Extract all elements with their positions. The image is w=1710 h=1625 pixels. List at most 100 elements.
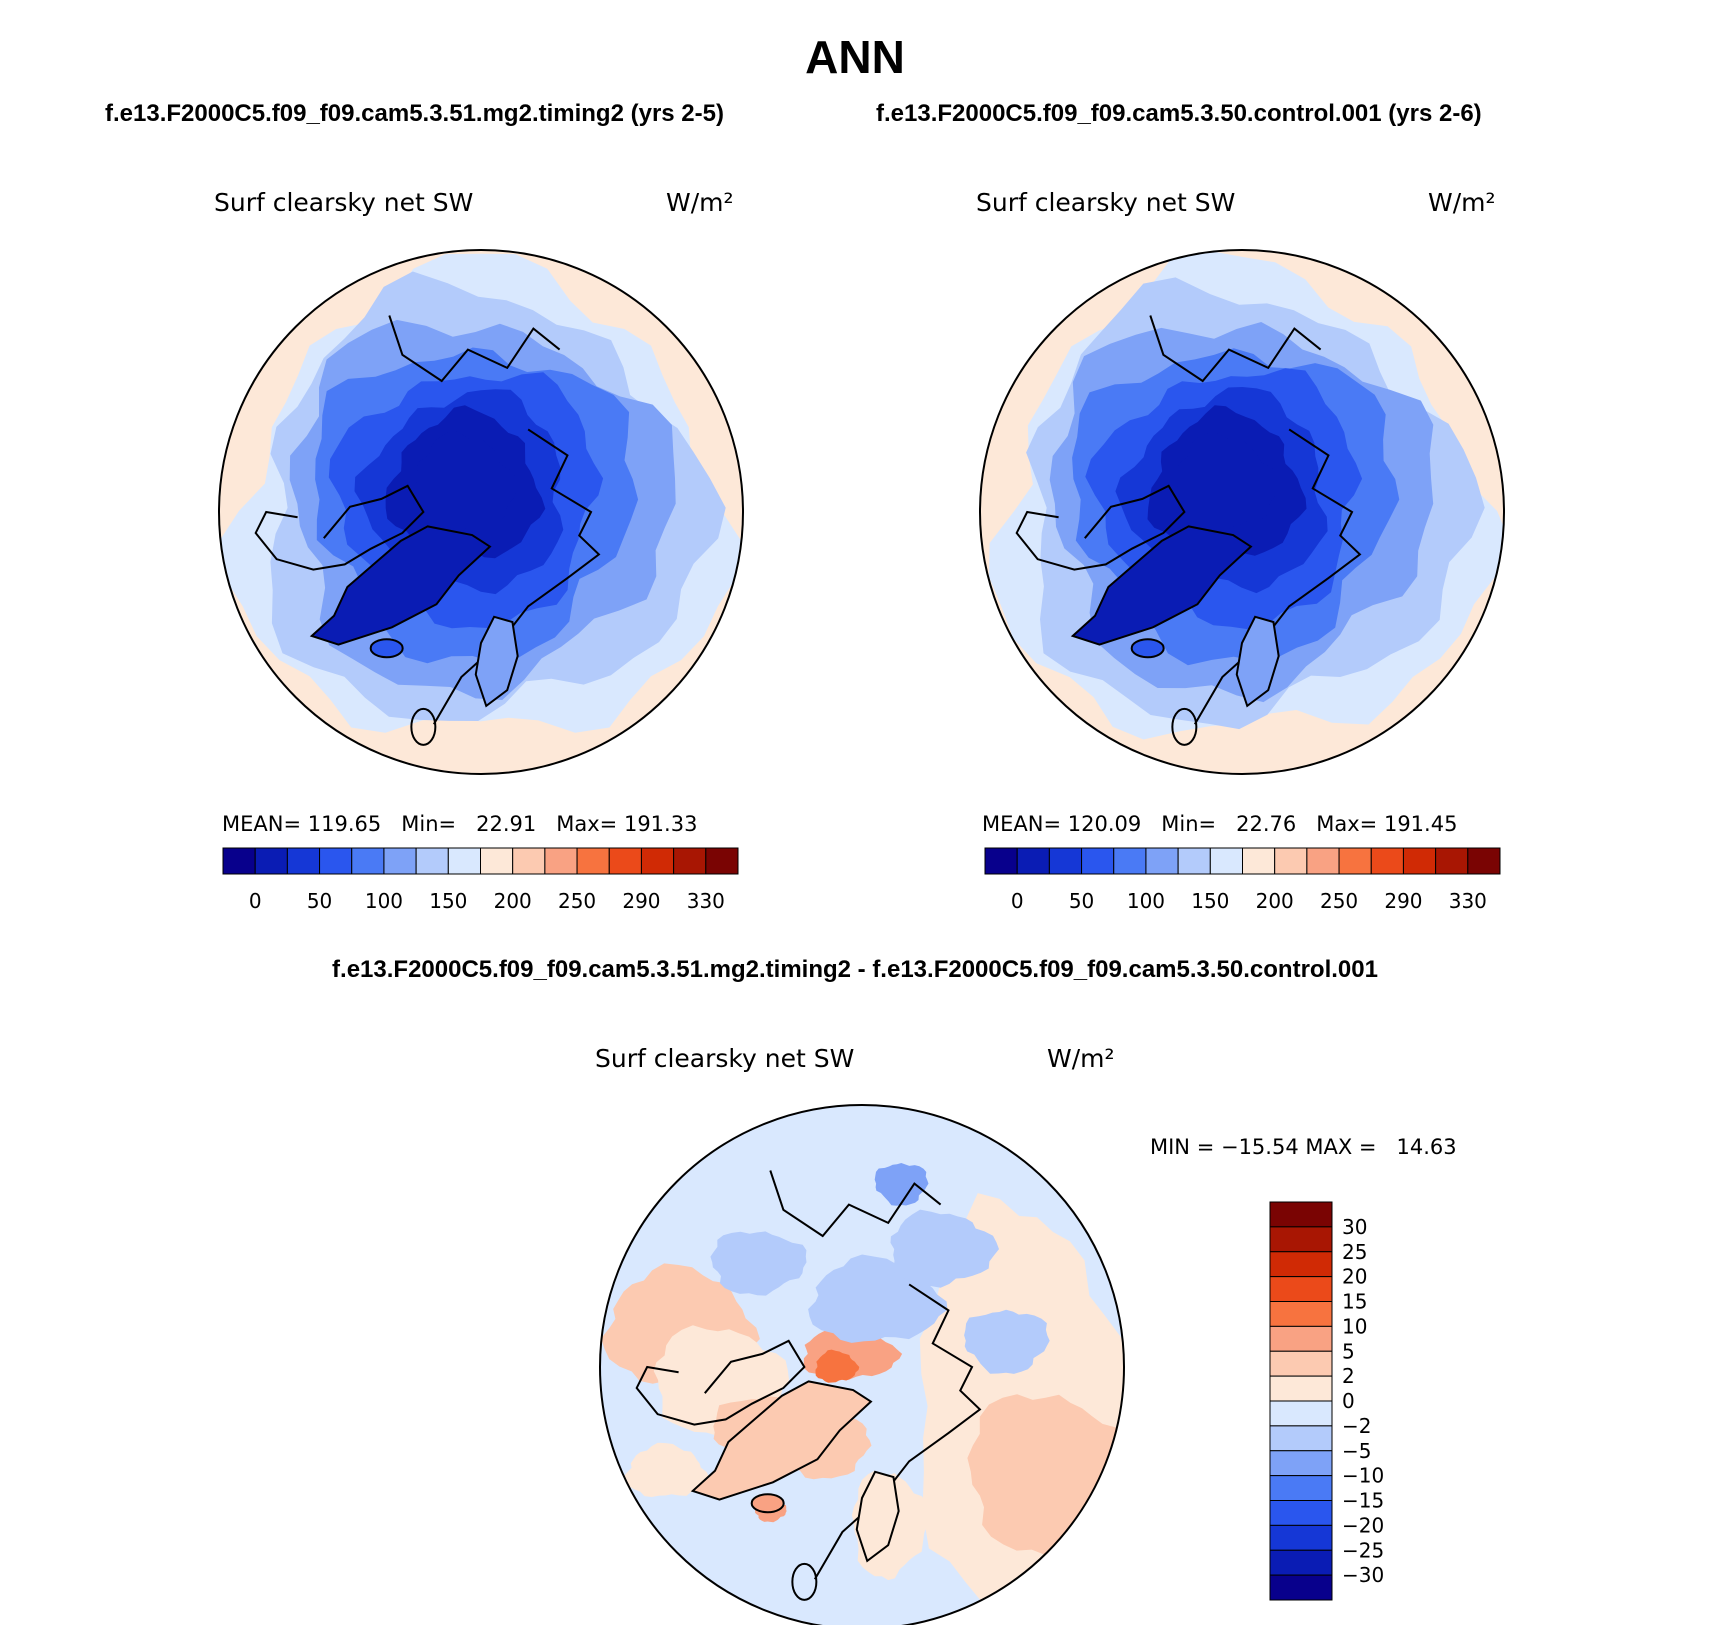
colorbar-box xyxy=(1306,847,1340,875)
colorbar-box xyxy=(640,847,675,875)
colorbar-box xyxy=(286,847,321,875)
panel1-units-label: W/m² xyxy=(666,188,734,217)
case2-title: f.e13.F2000C5.f09_f09.cam5.3.50.control.… xyxy=(876,100,1482,127)
colorbar-box xyxy=(1269,1524,1333,1551)
panel3-units-label: W/m² xyxy=(1047,1044,1115,1073)
panel2-variable-label: Surf clearsky net SW xyxy=(976,188,1236,217)
colorbar-box xyxy=(1269,1276,1333,1302)
colorbar-box xyxy=(1269,1475,1333,1501)
colorbar-tick-label: 50 xyxy=(1069,889,1094,913)
difference-title: f.e13.F2000C5.f09_f09.cam5.3.51.mg2.timi… xyxy=(332,956,1378,983)
canada-coastline xyxy=(1015,484,1186,571)
bering-coastline xyxy=(769,1170,942,1238)
figure-title: ANN xyxy=(805,31,905,83)
colorbar-tick-label: 150 xyxy=(1191,889,1229,913)
colorbar-tick-label: 0 xyxy=(1342,1389,1355,1413)
british-isles-coastline xyxy=(410,707,437,746)
difference-patch-9 xyxy=(710,1231,807,1296)
case1-title: f.e13.F2000C5.f09_f09.cam5.3.51.mg2.timi… xyxy=(105,100,724,127)
colorbar-box xyxy=(1113,847,1147,875)
colorbar-box xyxy=(480,847,514,875)
difference-patch-10 xyxy=(964,1309,1050,1374)
colorbar-box xyxy=(1269,1500,1333,1526)
colorbar-box xyxy=(1269,1301,1333,1327)
colorbar-tick-label: 0 xyxy=(1011,889,1024,913)
colorbar-tick-label: −25 xyxy=(1342,1538,1384,1562)
colorbar-tick-label: 330 xyxy=(1449,889,1487,913)
difference-patch-8 xyxy=(890,1209,999,1288)
colorbar-box xyxy=(1269,1226,1333,1253)
colorbar-tick-label: 30 xyxy=(1342,1215,1367,1239)
colorbar-tick-label: 25 xyxy=(1342,1240,1367,1264)
british-isles-coastline xyxy=(791,1562,818,1601)
field-contour-7 xyxy=(413,430,517,535)
iceland-landmass xyxy=(1130,638,1165,659)
bering-coastline xyxy=(1149,315,1322,383)
colorbar-tick-label: 290 xyxy=(622,889,660,913)
scandinavia-landmass xyxy=(1235,615,1280,708)
colorbar-tick-label: 20 xyxy=(1342,1265,1367,1289)
colorbar-box xyxy=(383,847,417,875)
colorbar-box xyxy=(1402,847,1437,875)
colorbar-box xyxy=(1269,1549,1333,1576)
difference-patch-15 xyxy=(815,1349,860,1383)
colorbar-box xyxy=(1209,847,1243,875)
colorbar-box xyxy=(576,847,610,875)
colorbar-tick-label: 250 xyxy=(558,889,596,913)
difference-patch-11 xyxy=(623,1442,709,1497)
colorbar-box xyxy=(1274,847,1308,875)
colorbar-box xyxy=(608,847,642,875)
colorbar-tick-label: 0 xyxy=(249,889,262,913)
colorbar-box xyxy=(222,847,256,875)
colorbar-tick-label: 100 xyxy=(1127,889,1165,913)
difference-patch-14 xyxy=(874,1163,929,1206)
colorbar-box xyxy=(1370,847,1404,875)
colorbar-tick-label: −20 xyxy=(1342,1513,1384,1537)
colorbar-tick-label: 15 xyxy=(1342,1290,1367,1314)
panel2-units-label: W/m² xyxy=(1428,188,1496,217)
colorbar-tick-label: 200 xyxy=(494,889,532,913)
colorbar-tick-label: 100 xyxy=(365,889,403,913)
colorbar-box xyxy=(1269,1251,1333,1278)
colorbar-tick-label: 2 xyxy=(1342,1364,1355,1388)
scandinavia-landmass xyxy=(474,615,519,708)
greenland-landmass xyxy=(690,1380,873,1501)
colorbar-box xyxy=(1269,1450,1333,1477)
colorbar-box xyxy=(1177,847,1211,875)
colorbar-box xyxy=(1338,847,1372,875)
map-boundary xyxy=(979,249,1505,775)
colorbar-tick-label: −15 xyxy=(1342,1489,1384,1513)
colorbar-box xyxy=(1269,1350,1333,1377)
colorbar-box xyxy=(1435,847,1469,875)
colorbar-tick-label: −2 xyxy=(1342,1414,1371,1438)
canada-coastline xyxy=(635,1339,806,1426)
colorbar-tick-label: 290 xyxy=(1384,889,1422,913)
panel2-stats: MEAN= 120.09 Min= 22.76 Max= 191.45 xyxy=(982,812,1458,836)
scandinavia-landmass xyxy=(855,1470,900,1563)
colorbar-box xyxy=(1081,847,1115,875)
greenland-landmass xyxy=(309,525,492,646)
colorbar-box xyxy=(447,847,481,875)
colorbar-box xyxy=(1269,1400,1333,1427)
colorbar-tick-label: −10 xyxy=(1342,1464,1384,1488)
colorbar-tick-label: 5 xyxy=(1342,1339,1355,1363)
colorbar-box xyxy=(1269,1375,1333,1402)
colorbar-box xyxy=(319,847,353,875)
iceland-landmass xyxy=(369,638,404,659)
colorbar-tick-label: 330 xyxy=(687,889,725,913)
colorbar-box xyxy=(1016,847,1050,875)
bering-coastline xyxy=(388,315,561,383)
colorbar-box xyxy=(512,847,546,875)
panel3-variable-label: Surf clearsky net SW xyxy=(595,1044,855,1073)
colorbar-tick-label: −30 xyxy=(1342,1563,1384,1587)
colorbar-tick-label: 50 xyxy=(307,889,332,913)
colorbar-tick-label: −5 xyxy=(1342,1439,1371,1463)
british-isles-coastline xyxy=(1171,707,1198,746)
colorbar-tick-label: 150 xyxy=(429,889,467,913)
colorbar-box xyxy=(1269,1574,1333,1601)
colorbar-tick-label: 250 xyxy=(1320,889,1358,913)
